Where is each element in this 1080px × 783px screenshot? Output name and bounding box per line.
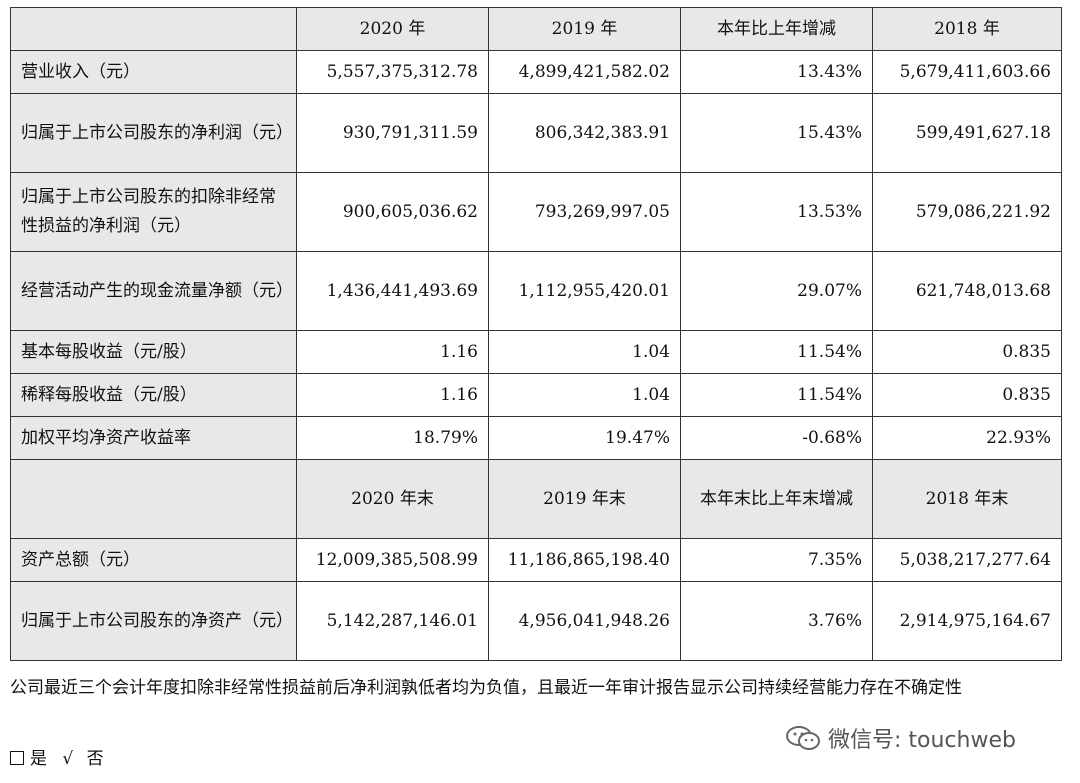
value-cell: 0.835 [872,330,1062,374]
row-label: 加权平均净资产收益率 [10,416,297,460]
value-cell: 793,269,997.05 [488,172,681,252]
value-cell: 4,956,041,948.26 [488,581,681,661]
header-row-2: 2020 年末 2019 年末 本年末比上年末增减 2018 年末 [10,459,1062,539]
value-cell: 599,491,627.18 [872,93,1062,173]
value-cell: 1,112,955,420.01 [488,251,681,331]
value-cell: 4,899,421,582.02 [488,50,681,94]
value-cell: 12,009,385,508.99 [296,538,489,582]
row-label: 归属于上市公司股东的净资产（元） [10,581,297,661]
check-mark: √ [62,749,74,769]
value-cell: 806,342,383.91 [488,93,681,173]
value-cell: 5,142,287,146.01 [296,581,489,661]
table-row: 加权平均净资产收益率 18.79% 19.47% -0.68% 22.93% [10,416,1062,460]
value-cell: 3.76% [680,581,873,661]
value-cell: 1.04 [488,330,681,374]
watermark: 微信号: touchweb [784,722,1016,754]
yes-label: 是 [30,749,47,769]
header-cell: 本年末比上年末增减 [680,459,873,539]
wechat-logo-icon [786,726,820,750]
row-label: 营业收入（元） [10,50,297,94]
value-cell: 11.54% [680,373,873,417]
value-cell: 5,679,411,603.66 [872,50,1062,94]
value-cell: 1,436,441,493.69 [296,251,489,331]
table-section-2: 2020 年末 2019 年末 本年末比上年末增减 2018 年末 资产总额（元… [10,459,1062,661]
row-label: 归属于上市公司股东的扣除非经常性损益的净利润（元） [10,172,297,252]
row-label: 经营活动产生的现金流量净额（元） [10,251,297,331]
value-cell: 15.43% [680,93,873,173]
table-row: 经营活动产生的现金流量净额（元） 1,436,441,493.69 1,112,… [10,251,1062,331]
header-corner [10,7,297,51]
value-cell: 5,557,375,312.78 [296,50,489,94]
table-row: 资产总额（元） 12,009,385,508.99 11,186,865,198… [10,538,1062,582]
table-row: 归属于上市公司股东的净利润（元） 930,791,311.59 806,342,… [10,93,1062,173]
row-label: 资产总额（元） [10,538,297,582]
value-cell: 930,791,311.59 [296,93,489,173]
value-cell: 621,748,013.68 [872,251,1062,331]
value-cell: 11,186,865,198.40 [488,538,681,582]
watermark-text: 微信号: touchweb [828,728,1016,753]
value-cell: 5,038,217,277.64 [872,538,1062,582]
value-cell: 900,605,036.62 [296,172,489,252]
header-row-1: 2020 年 2019 年 本年比上年增减 2018 年 [10,7,1062,51]
table-section-1: 2020 年 2019 年 本年比上年增减 2018 年 营业收入（元） 5,5… [10,7,1062,460]
value-cell: 18.79% [296,416,489,460]
value-cell: 1.04 [488,373,681,417]
row-label: 稀释每股收益（元/股） [10,373,297,417]
table-row: 基本每股收益（元/股） 1.16 1.04 11.54% 0.835 [10,330,1062,374]
value-cell: 7.35% [680,538,873,582]
header-cell: 2020 年末 [296,459,489,539]
choice-line: 是 √ 否 [10,743,104,775]
value-cell: 1.16 [296,373,489,417]
value-cell: -0.68% [680,416,873,460]
table-row: 稀释每股收益（元/股） 1.16 1.04 11.54% 0.835 [10,373,1062,417]
header-cell: 2019 年 [488,7,681,51]
value-cell: 579,086,221.92 [872,172,1062,252]
no-label: 否 [86,749,104,769]
value-cell: 13.53% [680,172,873,252]
value-cell: 0.835 [872,373,1062,417]
value-cell: 19.47% [488,416,681,460]
header-cell: 2018 年末 [872,459,1062,539]
header-cell: 本年比上年增减 [680,7,873,51]
value-cell: 1.16 [296,330,489,374]
value-cell: 11.54% [680,330,873,374]
financial-table: 2020 年 2019 年 本年比上年增减 2018 年 营业收入（元） 5,5… [10,7,1062,661]
value-cell: 2,914,975,164.67 [872,581,1062,661]
value-cell: 13.43% [680,50,873,94]
header-cell: 2020 年 [296,7,489,51]
checkbox-yes[interactable] [10,751,24,765]
table-row: 归属于上市公司股东的扣除非经常性损益的净利润（元） 900,605,036.62… [10,172,1062,252]
table-row: 营业收入（元） 5,557,375,312.78 4,899,421,582.0… [10,50,1062,94]
table-row: 归属于上市公司股东的净资产（元） 5,142,287,146.01 4,956,… [10,581,1062,661]
header-cell: 2019 年末 [488,459,681,539]
header-corner [10,459,297,539]
footer-text: 公司最近三个会计年度扣除非经常性损益前后净利润孰低者均为负值，且最近一年审计报告… [10,678,962,698]
header-cell: 2018 年 [872,7,1062,51]
value-cell: 29.07% [680,251,873,331]
row-label: 归属于上市公司股东的净利润（元） [10,93,297,173]
value-cell: 22.93% [872,416,1062,460]
row-label: 基本每股收益（元/股） [10,330,297,374]
